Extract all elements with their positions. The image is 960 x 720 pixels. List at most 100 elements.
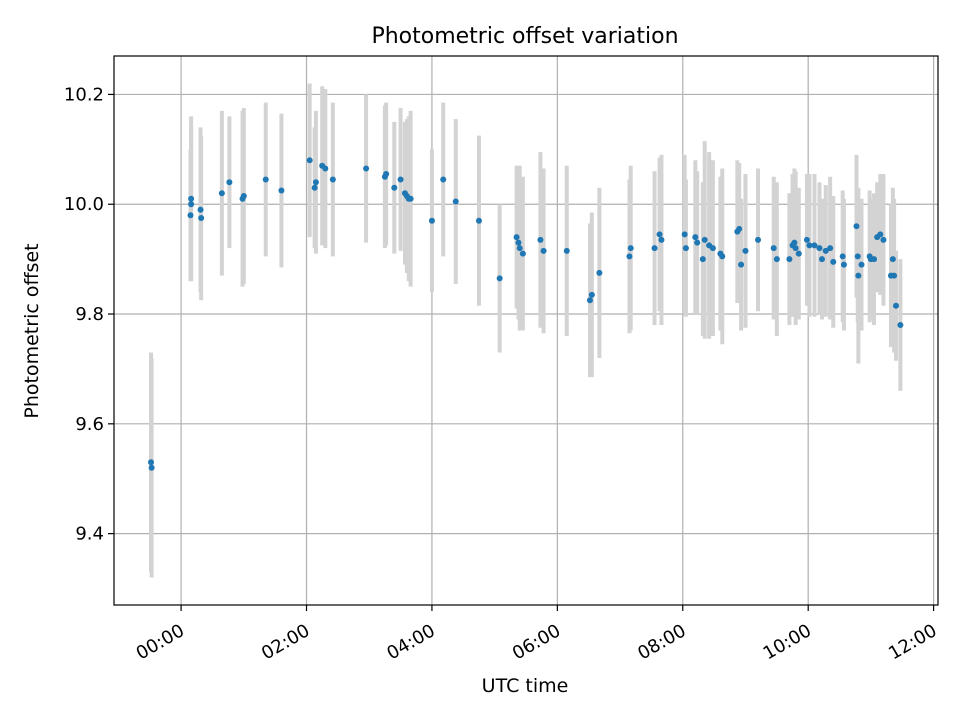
x-tick-label: 12:00 <box>885 620 940 664</box>
data-point <box>656 231 663 238</box>
x-tick-label: 04:00 <box>383 620 438 664</box>
data-point <box>188 201 195 208</box>
data-point <box>830 258 837 265</box>
data-point <box>218 190 225 197</box>
x-tick-label: 10:00 <box>760 620 815 664</box>
y-axis-ticks: 9.4 9.6 9.8 10.0 10.2 <box>64 84 114 545</box>
y-tick-label: 9.8 <box>75 304 104 325</box>
data-point <box>699 256 706 263</box>
data-point <box>889 256 896 263</box>
data-point <box>391 184 398 191</box>
data-point <box>806 242 813 249</box>
x-tick-label: 02:00 <box>258 620 313 664</box>
data-point <box>855 272 862 279</box>
data-point <box>452 198 459 205</box>
data-point <box>496 275 503 282</box>
data-point <box>651 245 658 252</box>
y-tick-label: 9.6 <box>75 414 104 435</box>
data-point <box>858 261 865 268</box>
data-point <box>197 206 204 213</box>
data-point <box>226 179 233 186</box>
data-point <box>475 217 482 224</box>
data-point <box>329 176 336 183</box>
data-point <box>516 245 523 252</box>
data-point <box>513 234 520 241</box>
data-point <box>187 212 194 219</box>
data-point <box>839 253 846 260</box>
plot-area-frame <box>113 55 939 606</box>
data-point <box>891 272 898 279</box>
data-point <box>897 322 904 329</box>
data-point <box>877 231 884 238</box>
data-point <box>588 291 595 298</box>
x-tick-label: 06:00 <box>509 620 564 664</box>
data-point <box>658 236 665 243</box>
data-point <box>786 256 793 263</box>
data-point <box>854 253 861 260</box>
data-point <box>719 253 726 260</box>
data-point <box>803 236 810 243</box>
data-point <box>791 239 798 246</box>
data-point <box>383 171 390 178</box>
data-point <box>701 236 708 243</box>
data-point <box>596 269 603 276</box>
x-axis-ticks: 00:00 02:00 04:00 06:00 08:00 10:00 12:00 <box>133 605 941 664</box>
data-point <box>240 192 247 199</box>
data-point <box>773 256 780 263</box>
data-point <box>322 165 329 172</box>
data-point <box>795 250 802 257</box>
data-point <box>306 157 313 164</box>
x-tick-label: 08:00 <box>634 620 689 664</box>
data-point <box>407 195 414 202</box>
data-point <box>892 302 899 309</box>
data-point <box>682 245 689 252</box>
data-point <box>792 245 799 252</box>
data-point <box>738 261 745 268</box>
data-point <box>586 297 593 304</box>
x-tick-label: 00:00 <box>133 620 188 664</box>
data-point <box>770 245 777 252</box>
data-point <box>198 214 205 221</box>
data-point <box>736 225 743 232</box>
data-point <box>827 245 834 252</box>
data-point <box>816 245 823 252</box>
error-bars <box>148 83 903 578</box>
data-point <box>755 236 762 243</box>
y-tick-label: 10.0 <box>64 194 104 215</box>
grid-lines <box>114 56 938 605</box>
data-point <box>692 234 699 241</box>
chart-title: Photometric offset variation <box>371 24 678 49</box>
data-point <box>880 236 887 243</box>
data-point <box>626 253 633 260</box>
data-point <box>694 239 701 246</box>
data-point <box>742 247 749 254</box>
data-point <box>818 256 825 263</box>
data-point <box>311 184 318 191</box>
data-point <box>540 247 547 254</box>
data-point <box>709 245 716 252</box>
data-point <box>822 247 829 254</box>
data-point <box>871 256 878 263</box>
data-point <box>563 247 570 254</box>
data-point <box>148 464 155 471</box>
data-point <box>312 179 319 186</box>
data-points <box>147 157 904 471</box>
data-point <box>440 176 447 183</box>
data-point <box>519 250 526 257</box>
data-point <box>515 239 522 246</box>
data-point <box>840 261 847 268</box>
data-point <box>681 231 688 238</box>
data-point <box>363 165 370 172</box>
y-tick-label: 9.4 <box>75 524 104 545</box>
y-tick-label: 10.2 <box>64 84 104 105</box>
data-point <box>853 223 860 230</box>
data-point <box>811 242 818 249</box>
data-point <box>188 195 195 202</box>
data-point <box>627 245 634 252</box>
x-axis-label: UTC time <box>482 675 569 697</box>
data-point <box>397 176 404 183</box>
data-point <box>147 459 154 466</box>
data-point <box>262 176 269 183</box>
data-point <box>278 187 285 194</box>
